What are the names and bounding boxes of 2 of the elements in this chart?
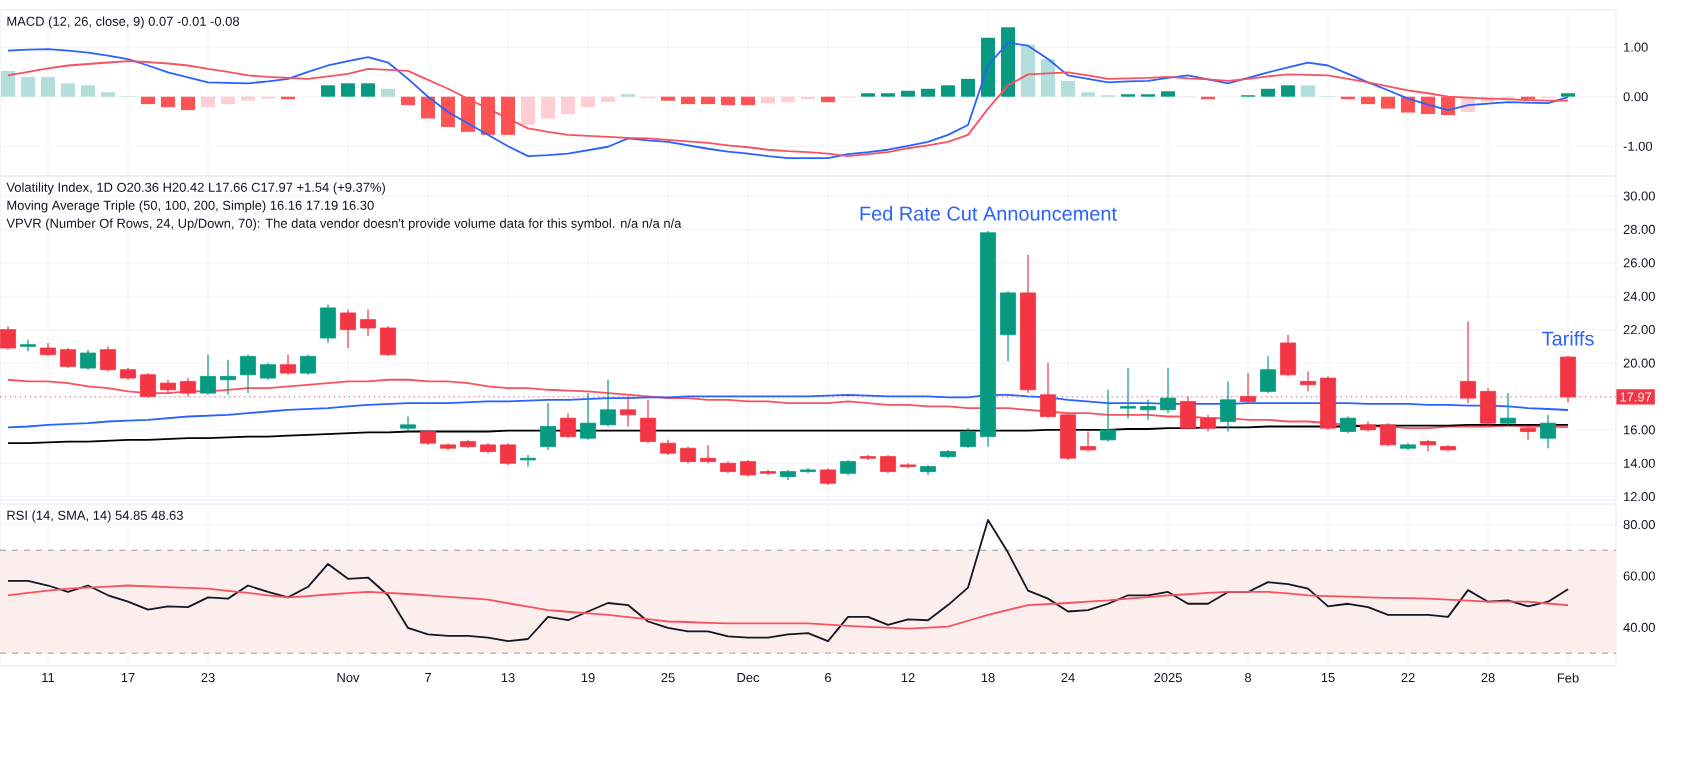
annotation: Tariffs — [1542, 331, 1594, 346]
annotation: Fed Rate Cut Announcement — [860, 206, 1117, 221]
